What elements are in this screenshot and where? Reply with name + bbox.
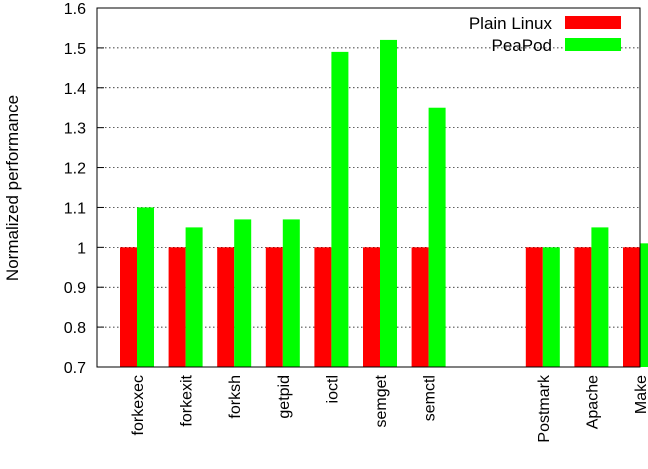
bar-peapod-forkexec	[137, 207, 154, 367]
y-tick-label: 1.2	[64, 161, 86, 178]
bar-peapod-postmark	[542, 247, 560, 367]
x-tick-label: semget	[373, 374, 390, 427]
x-tick-label: forkexec	[130, 375, 147, 435]
bar-plain-linux-forkexec	[120, 247, 137, 367]
bar-plain-linux-make	[623, 247, 640, 367]
bar-plain-linux-semctl	[411, 247, 429, 367]
bar-peapod-getpid	[282, 219, 300, 367]
bar-plain-linux-ioctl	[314, 247, 332, 367]
y-axis-ticks: 0.7 0.8 0.9 1 1.1 1.2 1.3 1.4 1.5 1.6	[64, 1, 104, 377]
bar-peapod-semget	[380, 39, 397, 368]
bar-plain-linux-forkexit	[168, 247, 186, 367]
bar-plain-linux-semget	[363, 247, 380, 367]
bar-plain-linux-getpid	[265, 247, 283, 367]
x-tick-label: forksh	[227, 375, 244, 419]
bar-plain-linux-postmark	[525, 247, 543, 367]
y-tick-label: 0.7	[64, 360, 86, 377]
y-tick-label: 1.5	[64, 41, 86, 58]
bar-peapod-forkexit	[185, 227, 203, 367]
bar-plain-linux-forksh	[217, 247, 235, 367]
bar-peapod-ioctl	[331, 51, 349, 367]
x-axis-labels: forkexec forkexit forksh getpid ioctl semget s…	[130, 374, 648, 443]
y-tick-label: 0.9	[64, 280, 86, 297]
x-tick-label: forkexit	[179, 374, 196, 426]
legend-label-plain-linux: Plain Linux	[469, 14, 553, 33]
y-tick-label: 1.6	[64, 1, 86, 18]
bar-peapod-forksh	[234, 219, 252, 367]
y-tick-label: 1.1	[64, 200, 86, 217]
y-tick-label: 0.8	[64, 320, 86, 337]
bar-plain-linux-apache	[574, 247, 592, 367]
plot-frame	[96, 7, 641, 368]
y-tick-label: 1.3	[64, 121, 86, 138]
y-tick-label: 1	[77, 240, 86, 257]
x-tick-label: Apache	[584, 375, 601, 429]
x-tick-label: ioctl	[324, 375, 341, 403]
y-axis-title: Normalized performance	[3, 95, 22, 281]
bar-peapod-make	[640, 243, 648, 367]
x-tick-label: Postmark	[536, 374, 553, 443]
bars	[120, 39, 648, 368]
legend-swatch-plain-linux	[565, 16, 621, 29]
bar-peapod-semctl	[428, 107, 446, 367]
legend-swatch-peapod	[565, 38, 621, 51]
x-tick-label: semctl	[422, 375, 439, 421]
x-tick-label: Make	[633, 375, 648, 414]
bar-peapod-apache	[591, 227, 609, 367]
x-tick-label: getpid	[276, 375, 293, 419]
legend-label-peapod: PeaPod	[492, 36, 553, 55]
legend: Plain Linux PeaPod	[469, 14, 621, 55]
y-tick-label: 1.4	[64, 81, 86, 98]
